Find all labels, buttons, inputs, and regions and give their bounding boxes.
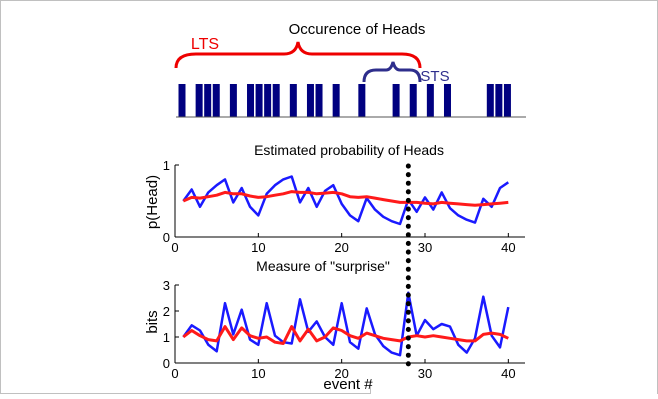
heads-bar — [332, 84, 340, 117]
surprise-y-tick-label: 2 — [163, 304, 170, 319]
surprise-y-tick-label: 1 — [163, 330, 170, 345]
probability-panel: Estimated probability of Heads p(Head) 0… — [144, 142, 525, 255]
heads-bar — [264, 84, 272, 117]
heads-bar — [426, 84, 434, 117]
surprise-chart-title: Measure of "surprise" — [256, 258, 390, 274]
lts-bracket — [174, 41, 422, 69]
probability-x-tick-label: 40 — [501, 240, 515, 255]
heads-bar — [486, 84, 494, 117]
sts-label: STS — [420, 68, 449, 85]
heads-bar — [204, 84, 212, 117]
probability-blue-series-line — [182, 175, 510, 226]
surprise-y-tick-label: 0 — [163, 356, 170, 371]
probability-x-tick-label: 20 — [334, 240, 348, 255]
probability-x-tick-label: 10 — [251, 240, 265, 255]
surprise-x-tick-label: 40 — [501, 366, 515, 381]
probability-y-label: p(Head) — [144, 175, 161, 229]
probability-x-tick-label: 0 — [171, 240, 178, 255]
probability-y-tick-label: 0 — [163, 230, 170, 245]
heads-bar — [315, 84, 323, 117]
surprise-y-tick-label: 3 — [163, 278, 170, 293]
heads-bar — [503, 84, 511, 117]
probability-y-tick-label: 1 — [163, 158, 170, 173]
surprise-blue-series-line — [182, 291, 510, 357]
sts-bracket — [362, 61, 422, 83]
heads-occurrence-panel: Occurence of Heads LTS STS — [174, 21, 526, 118]
lts-label: LTS — [191, 36, 219, 53]
surprise-y-label: bits — [144, 310, 161, 333]
probability-x-tick-label: 30 — [418, 240, 432, 255]
heads-bar — [289, 84, 297, 117]
surprise-x-tick-label: 30 — [418, 366, 432, 381]
surprise-red-series-line — [182, 325, 509, 345]
heads-bar — [306, 84, 314, 117]
heads-bar — [212, 84, 220, 117]
surprise-x-label: event # — [323, 376, 373, 393]
probability-red-series-line — [182, 190, 509, 207]
heads-bar — [409, 84, 417, 117]
heads-bar — [495, 84, 503, 117]
heads-bar — [272, 84, 280, 117]
heads-bar — [229, 84, 237, 117]
heads-bar — [195, 84, 203, 117]
heads-bar — [247, 84, 255, 117]
surprise-x-tick-label: 0 — [171, 366, 178, 381]
heads-chart-title: Occurence of Heads — [289, 21, 426, 38]
heads-bar — [392, 84, 400, 117]
surprise-x-tick-label: 20 — [334, 366, 348, 381]
surprise-x-tick-label: 10 — [251, 366, 265, 381]
probability-chart-title: Estimated probability of Heads — [254, 142, 444, 158]
heads-bar — [443, 84, 451, 117]
heads-bar — [358, 84, 366, 117]
surprise-panel: Measure of "surprise" bits event # 0 10 20… — [144, 258, 525, 393]
heads-bar — [255, 84, 263, 117]
heads-bar — [178, 84, 186, 117]
